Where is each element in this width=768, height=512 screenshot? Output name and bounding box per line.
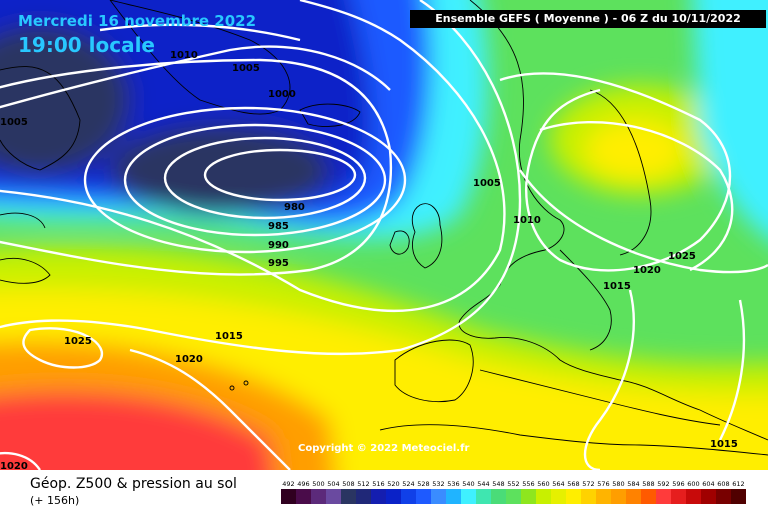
scale-tick-label: 600 bbox=[687, 480, 699, 488]
scale-tick-label: 512 bbox=[357, 480, 369, 488]
scale-swatch bbox=[686, 489, 701, 504]
scale-swatch bbox=[356, 489, 371, 504]
scale-tick-label: 588 bbox=[642, 480, 654, 488]
scale-tick-label: 540 bbox=[462, 480, 474, 488]
isobar-label: 1005 bbox=[473, 178, 501, 189]
scale-tick-label: 548 bbox=[492, 480, 504, 488]
scale-swatch bbox=[341, 489, 356, 504]
scale-swatch bbox=[641, 489, 656, 504]
scale-tick-label: 604 bbox=[702, 480, 714, 488]
scale-tick-label: 608 bbox=[717, 480, 729, 488]
scale-swatch bbox=[311, 489, 326, 504]
scale-tick-label: 564 bbox=[552, 480, 564, 488]
isobar-label: 1020 bbox=[175, 354, 203, 365]
scale-tick-label: 612 bbox=[732, 480, 744, 488]
scale-swatch bbox=[476, 489, 491, 504]
isobar-label: 985 bbox=[268, 221, 289, 232]
isobar-label: 1000 bbox=[268, 89, 296, 100]
scale-swatch bbox=[566, 489, 581, 504]
isobar-label: 995 bbox=[268, 258, 289, 269]
scale-tick-label: 516 bbox=[372, 480, 384, 488]
coastlines bbox=[0, 0, 768, 456]
scale-swatch bbox=[431, 489, 446, 504]
color-scale: 492 496 500 504 508 512 516 520 524 528 532 536 540 5… bbox=[281, 480, 746, 504]
scale-tick-label: 520 bbox=[387, 480, 399, 488]
isobar-labels: 1010 1005 1000 1005 980 985 990 995 1005… bbox=[0, 50, 738, 470]
scale-swatch bbox=[386, 489, 401, 504]
scale-swatch bbox=[656, 489, 671, 504]
scale-swatch bbox=[626, 489, 641, 504]
weather-map: 1010 1005 1000 1005 980 985 990 995 1005… bbox=[0, 0, 768, 470]
scale-swatch bbox=[416, 489, 431, 504]
scale-swatch bbox=[536, 489, 551, 504]
isobar-label: 1025 bbox=[64, 336, 92, 347]
isobar-label: 1020 bbox=[0, 461, 28, 470]
scale-swatch bbox=[671, 489, 686, 504]
scale-tick-label: 556 bbox=[522, 480, 534, 488]
scale-swatch bbox=[371, 489, 386, 504]
isobar-label: 1005 bbox=[0, 117, 28, 128]
isobar-label: 990 bbox=[268, 240, 289, 251]
scale-tick-label: 508 bbox=[342, 480, 354, 488]
scale-tick-label: 576 bbox=[597, 480, 609, 488]
scale-tick-label: 528 bbox=[417, 480, 429, 488]
scale-swatch bbox=[326, 489, 341, 504]
forecast-date: Mercredi 16 novembre 2022 bbox=[18, 12, 257, 30]
scale-swatch bbox=[581, 489, 596, 504]
scale-swatch bbox=[446, 489, 461, 504]
scale-tick-label: 492 bbox=[282, 480, 294, 488]
isobar-label: 1010 bbox=[170, 50, 198, 61]
scale-swatch bbox=[701, 489, 716, 504]
scale-tick-label: 496 bbox=[297, 480, 309, 488]
legend-footer: Géop. Z500 & pression au sol (+ 156h) 49… bbox=[0, 470, 768, 512]
scale-tick-label: 532 bbox=[432, 480, 444, 488]
isobar-label: 1025 bbox=[668, 251, 696, 262]
scale-tick-label: 592 bbox=[657, 480, 669, 488]
scale-swatch bbox=[521, 489, 536, 504]
scale-tick-label: 500 bbox=[312, 480, 324, 488]
isobars bbox=[0, 0, 768, 470]
isobar-label: 1020 bbox=[633, 265, 661, 276]
scale-swatch bbox=[401, 489, 416, 504]
scale-swatch bbox=[491, 489, 506, 504]
scale-tick-label: 504 bbox=[327, 480, 339, 488]
scale-tick-label: 552 bbox=[507, 480, 519, 488]
scale-tick-label: 596 bbox=[672, 480, 684, 488]
isobar-label: 1015 bbox=[603, 281, 631, 292]
scale-tick-label: 580 bbox=[612, 480, 624, 488]
scale-tick-label: 568 bbox=[567, 480, 579, 488]
isobar-label: 1015 bbox=[710, 439, 738, 450]
scale-swatch bbox=[296, 489, 311, 504]
scale-swatch bbox=[731, 489, 746, 504]
scale-swatch bbox=[506, 489, 521, 504]
isobar-label: 1015 bbox=[215, 331, 243, 342]
model-run-label: Ensemble GEFS ( Moyenne ) - 06 Z du 10/1… bbox=[410, 10, 766, 28]
scale-swatch bbox=[551, 489, 566, 504]
forecast-time: 19:00 locale bbox=[18, 33, 155, 57]
isobar-label: 980 bbox=[284, 202, 305, 213]
scale-swatch bbox=[596, 489, 611, 504]
scale-tick-label: 536 bbox=[447, 480, 459, 488]
scale-swatch bbox=[281, 489, 296, 504]
geopotential-field bbox=[0, 0, 768, 470]
scale-swatch bbox=[461, 489, 476, 504]
isobar-label: 1005 bbox=[232, 63, 260, 74]
legend-subtitle: (+ 156h) bbox=[30, 494, 80, 507]
legend-title: Géop. Z500 & pression au sol bbox=[30, 476, 237, 492]
scale-tick-label: 584 bbox=[627, 480, 639, 488]
scale-swatch bbox=[716, 489, 731, 504]
scale-tick-label: 560 bbox=[537, 480, 549, 488]
copyright-notice: Copyright © 2022 Meteociel.fr bbox=[298, 443, 470, 454]
scale-tick-label: 544 bbox=[477, 480, 489, 488]
scale-tick-label: 572 bbox=[582, 480, 594, 488]
scale-tick-label: 524 bbox=[402, 480, 414, 488]
scale-swatch bbox=[611, 489, 626, 504]
isobar-label: 1010 bbox=[513, 215, 541, 226]
